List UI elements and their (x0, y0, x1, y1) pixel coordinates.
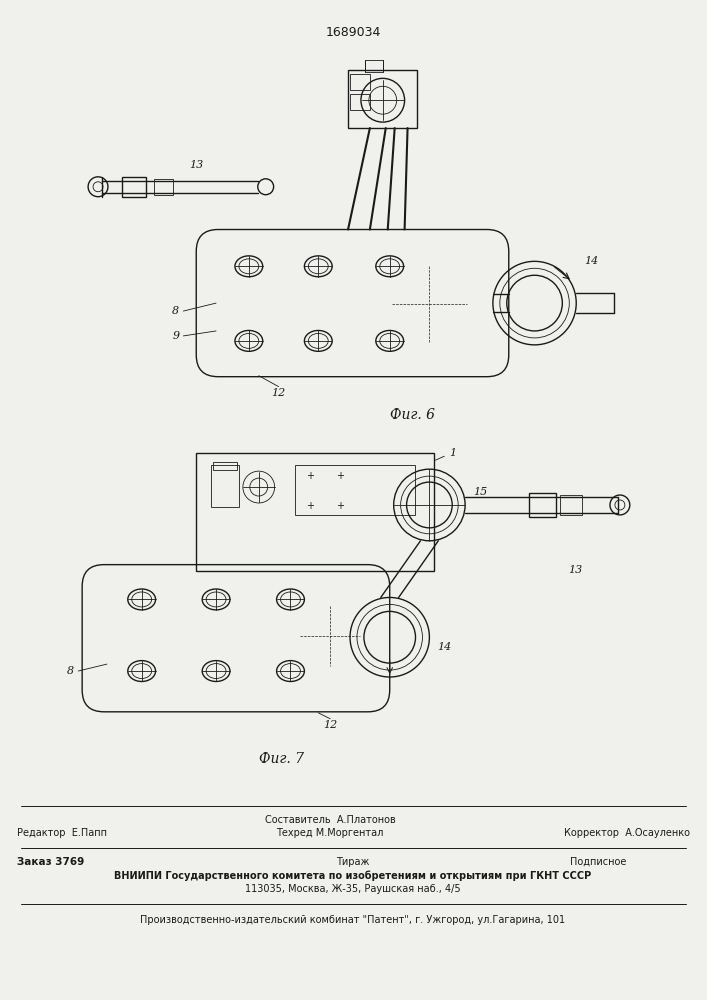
Bar (122, 177, 146, 197)
Text: +: + (336, 501, 344, 511)
Bar (365, 60, 382, 72)
Text: Составитель  А.Платонов: Составитель А.Платонов (265, 815, 395, 825)
Text: +: + (306, 471, 315, 481)
Text: Заказ 3769: Заказ 3769 (17, 857, 84, 867)
Text: 113035, Москва, Ж-35, Раушская наб., 4/5: 113035, Москва, Ж-35, Раушская наб., 4/5 (245, 884, 461, 894)
Text: 13: 13 (568, 565, 583, 575)
Bar (350, 94, 370, 110)
Bar (350, 74, 370, 90)
Bar (296, 465, 414, 515)
Text: 9: 9 (173, 331, 180, 341)
Bar (348, 70, 418, 128)
Text: Корректор  А.Осауленко: Корректор А.Осауленко (564, 828, 690, 838)
Text: Фиг. 7: Фиг. 7 (259, 752, 304, 766)
Text: 8: 8 (173, 306, 180, 316)
Text: Подписное: Подписное (570, 857, 626, 867)
Bar (153, 179, 173, 195)
Text: Техред М.Моргентал: Техред М.Моргентал (276, 828, 384, 838)
Text: +: + (306, 501, 315, 511)
Text: ВНИИПИ Государственного комитета по изобретениям и открытиям при ГКНТ СССР: ВНИИПИ Государственного комитета по изоб… (115, 871, 592, 881)
Text: 15: 15 (473, 487, 487, 497)
Text: 1689034: 1689034 (325, 26, 380, 39)
Bar (529, 493, 556, 517)
Text: 1: 1 (449, 448, 456, 458)
Text: 13: 13 (189, 160, 204, 170)
Bar (213, 462, 237, 470)
Bar (211, 465, 239, 507)
Text: 14: 14 (438, 642, 452, 652)
Text: Редактор  Е.Папп: Редактор Е.Папп (17, 828, 107, 838)
Text: 14: 14 (584, 256, 598, 266)
Text: 12: 12 (271, 388, 286, 398)
Bar (197, 453, 434, 571)
Text: 8: 8 (67, 666, 74, 676)
Text: Производственно-издательский комбинат "Патент", г. Ужгород, ул.Гагарина, 101: Производственно-издательский комбинат "П… (141, 915, 566, 925)
Bar (561, 495, 582, 515)
Text: 12: 12 (323, 720, 337, 730)
Text: +: + (336, 471, 344, 481)
Text: Тираж: Тираж (337, 857, 370, 867)
Text: Фиг. 6: Фиг. 6 (390, 408, 435, 422)
